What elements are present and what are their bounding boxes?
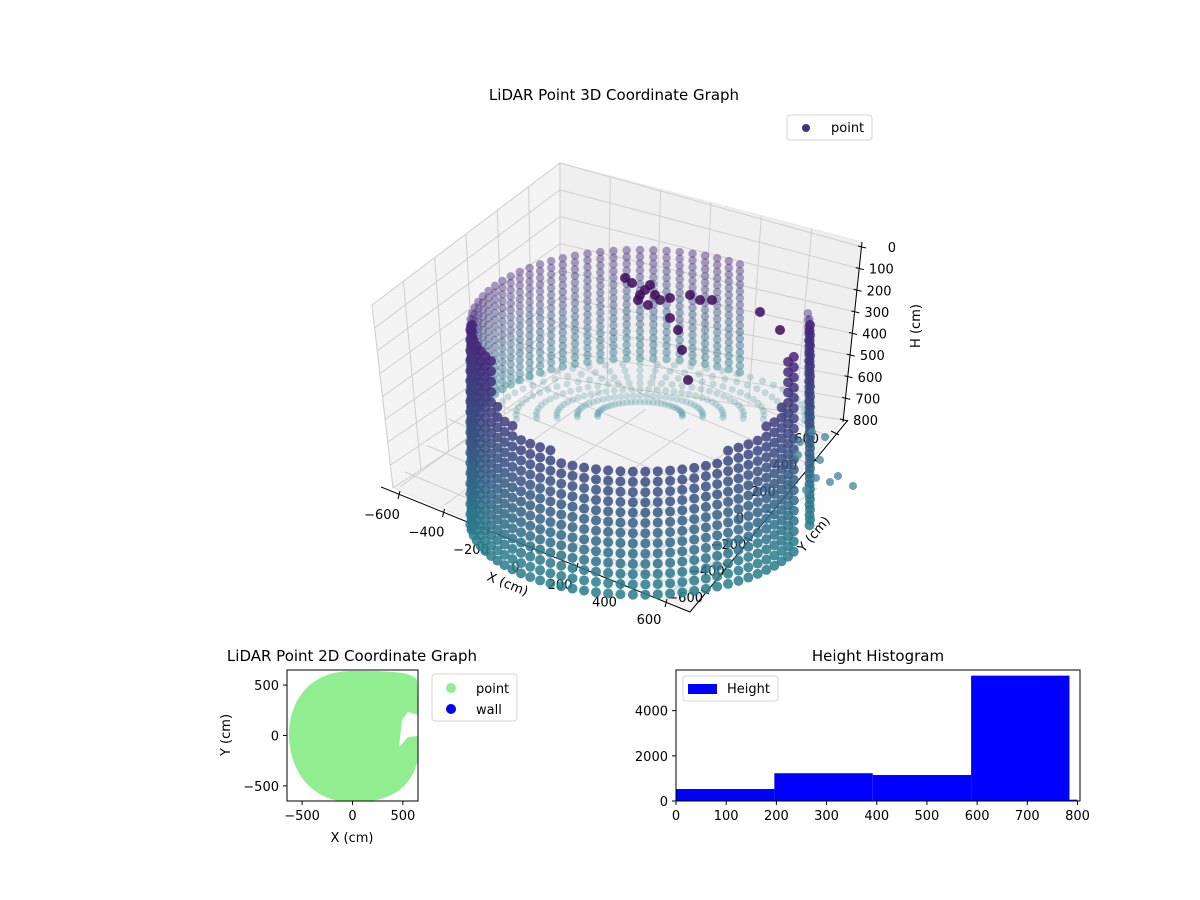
scatter2d-ylabel: Y (cm) [219,714,234,757]
svg-text:4000: 4000 [635,705,668,720]
svg-text:−500: −500 [243,780,279,795]
histogram-title: Height Histogram [812,647,944,665]
scatter3d-title: LiDAR Point 3D Coordinate Graph [489,86,739,104]
svg-text:−400: −400 [409,526,445,541]
svg-text:0: 0 [660,795,668,810]
histogram-bar [872,775,972,801]
legend-height-label: Height [727,682,770,697]
histogram-bar [676,789,775,801]
svg-text:600: 600 [965,809,990,824]
svg-text:100: 100 [869,263,894,278]
svg-text:500: 500 [254,679,279,694]
svg-text:−500: −500 [284,809,320,824]
svg-text:700: 700 [855,392,880,407]
svg-text:400: 400 [592,596,617,611]
svg-text:200: 200 [867,284,892,299]
svg-text:0: 0 [271,730,279,745]
legend-point-marker [446,683,456,693]
z-axis-line [842,241,863,423]
scatter2d-legend: point wall [431,673,518,722]
scatter2d-panel: LiDAR Point 2D Coordinate Graph −500 0 500… [219,647,518,846]
point-cloud-3d [465,245,857,600]
histogram-legend: Height [682,675,779,702]
svg-text:300: 300 [864,306,889,321]
svg-text:100: 100 [714,809,739,824]
svg-text:0: 0 [348,809,356,824]
histogram-bars [676,675,1078,801]
histogram-panel: Height Histogram 0 100 200 300 400 500 600 700 8… [635,647,1090,824]
scatter3d-legend: point [786,114,873,141]
svg-text:500: 500 [860,349,885,364]
svg-text:500: 500 [915,809,940,824]
svg-text:700: 700 [1015,809,1040,824]
svg-text:2000: 2000 [635,750,668,765]
ticks-histogram: 0 100 200 300 400 500 600 700 800 0 2000 4000 [635,705,1090,824]
svg-text:500: 500 [390,809,415,824]
legend-wall-label: wall [476,703,502,718]
svg-text:600: 600 [637,613,662,628]
svg-text:0: 0 [888,241,896,256]
scatter2d-xlabel: X (cm) [331,831,374,846]
scatter3d-panel: LiDAR Point 3D Coordinate Graph −600 −400… [364,86,924,628]
svg-text:200: 200 [764,809,789,824]
svg-text:−600: −600 [364,508,400,523]
svg-text:0: 0 [672,809,680,824]
svg-text:600: 600 [858,371,883,386]
svg-text:400: 400 [862,328,887,343]
point-cloud-2d [289,671,418,801]
histogram-bar [1069,799,1078,801]
histogram-frame [675,669,1081,802]
legend-point-label: point [476,682,509,697]
legend-point-label: point [831,121,864,136]
legend-height-swatch [688,684,717,694]
svg-text:300: 300 [814,809,839,824]
legend-wall-marker [446,704,456,714]
z-axis-label: H (cm) [909,304,924,348]
scatter2d-title: LiDAR Point 2D Coordinate Graph [227,647,477,665]
legend-point-marker [802,124,810,132]
ticks-2d: −500 0 500 −500 0 500 [243,679,415,824]
histogram-bar [774,773,873,801]
histogram-bar [971,675,1070,801]
svg-text:800: 800 [853,414,878,429]
svg-text:800: 800 [1065,809,1090,824]
svg-text:400: 400 [864,809,889,824]
